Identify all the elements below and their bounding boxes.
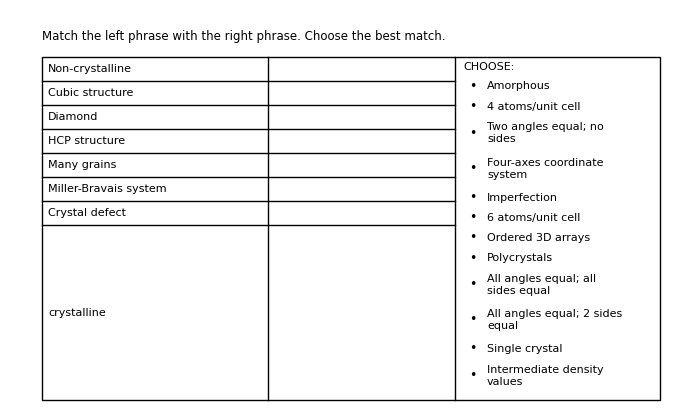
Text: crystalline: crystalline	[48, 308, 105, 317]
Text: Crystal defect: Crystal defect	[48, 208, 126, 218]
Text: 6 atoms/unit cell: 6 atoms/unit cell	[487, 213, 580, 223]
Text: •: •	[469, 211, 477, 224]
Text: Non-crystalline: Non-crystalline	[48, 64, 132, 74]
Text: Diamond: Diamond	[48, 112, 99, 122]
Text: Cubic structure: Cubic structure	[48, 88, 134, 98]
Text: •: •	[469, 191, 477, 204]
Text: •: •	[469, 313, 477, 327]
Text: CHOOSE:: CHOOSE:	[463, 62, 514, 72]
Text: Match the left phrase with the right phrase. Choose the best match.: Match the left phrase with the right phr…	[42, 30, 445, 43]
Text: 4 atoms/unit cell: 4 atoms/unit cell	[487, 102, 580, 112]
Text: •: •	[469, 232, 477, 244]
Bar	[42, 57, 660, 400]
Text: Amorphous: Amorphous	[487, 81, 551, 91]
Text: Two angles equal; no
sides: Two angles equal; no sides	[487, 122, 603, 144]
Text: •: •	[469, 278, 477, 291]
Text: Ordered 3D arrays: Ordered 3D arrays	[487, 233, 590, 243]
Text: •: •	[469, 369, 477, 382]
Text: Four-axes coordinate
system: Four-axes coordinate system	[487, 158, 603, 180]
Text: Single crystal: Single crystal	[487, 344, 562, 354]
Text: •: •	[469, 251, 477, 265]
Text: Intermediate density
values: Intermediate density values	[487, 364, 603, 386]
Text: Miller-Bravais system: Miller-Bravais system	[48, 184, 166, 194]
Text: •: •	[469, 162, 477, 175]
Text: All angles equal; 2 sides
equal: All angles equal; 2 sides equal	[487, 309, 622, 331]
Text: •: •	[469, 342, 477, 356]
Text: •: •	[469, 100, 477, 113]
Text: Imperfection: Imperfection	[487, 193, 558, 203]
Text: All angles equal; all
sides equal: All angles equal; all sides equal	[487, 273, 596, 295]
Text: Many grains: Many grains	[48, 160, 116, 170]
Text: Polycrystals: Polycrystals	[487, 253, 553, 263]
Text: HCP structure: HCP structure	[48, 136, 125, 146]
Text: •: •	[469, 127, 477, 140]
Text: •: •	[469, 80, 477, 93]
